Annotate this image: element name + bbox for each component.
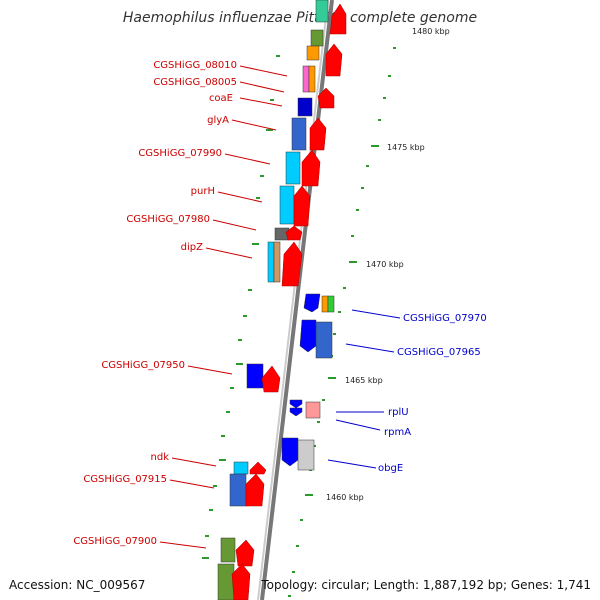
gene-arrows-red: [231, 3, 347, 600]
gene-features-left: [217, 0, 329, 600]
gene-label: glyA: [207, 115, 229, 126]
gene-label: CGSHiGG_07990: [138, 148, 222, 159]
gene-label: CGSHiGG_08005: [153, 77, 237, 88]
gene-label: coaE: [209, 93, 233, 104]
gene-label: CGSHiGG_08010: [153, 60, 237, 71]
kbp-label: 1460 kbp: [326, 493, 364, 502]
leader-lines-right: [327, 309, 401, 469]
kbp-label: 1465 kbp: [345, 376, 383, 385]
gene-label: CGSHiGG_07915: [83, 474, 167, 485]
gene-features-right: [281, 293, 335, 471]
gene-label: CGSHiGG_07970: [403, 313, 487, 324]
map-title: Haemophilus influenzae PittGG, complete …: [122, 10, 478, 26]
leader-lines-left: [159, 65, 288, 549]
gene-label: obgE: [378, 463, 403, 474]
kbp-label: 1475 kbp: [387, 143, 425, 152]
topology-text: Topology: circular; Length: 1,887,192 bp…: [261, 578, 591, 592]
genome-backbone: [257, 0, 334, 600]
gene-label: CGSHiGG_07965: [397, 347, 481, 358]
gene-label: ndk: [151, 452, 170, 463]
gene-label: rpmA: [384, 427, 411, 438]
gene-label: CGSHiGG_07900: [73, 536, 157, 547]
gene-label: CGSHiGG_07980: [126, 214, 210, 225]
kbp-label: 1480 kbp: [412, 27, 450, 36]
accession-text: Accession: NC_009567: [9, 578, 146, 592]
gene-label: dipZ: [181, 242, 203, 253]
kbp-label: 1470 kbp: [366, 260, 404, 269]
scale-ticks: [202, 47, 396, 597]
gene-label: purH: [191, 186, 215, 197]
gene-label: rplU: [388, 407, 409, 418]
gene-label: CGSHiGG_07950: [101, 360, 185, 371]
